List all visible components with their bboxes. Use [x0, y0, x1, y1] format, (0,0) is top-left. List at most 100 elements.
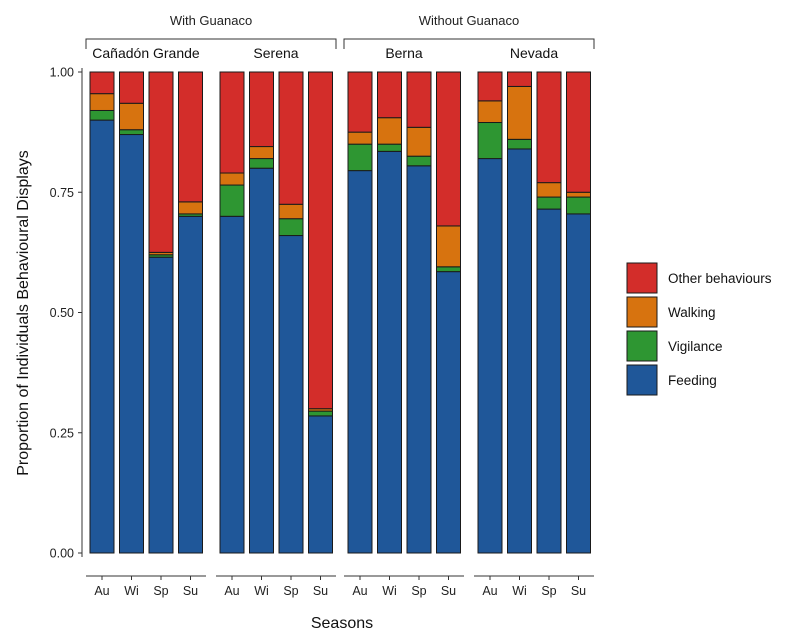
- bar-segment-feeding: [308, 415, 333, 554]
- bar-segment-other-behaviours: [436, 71, 461, 227]
- bars: [89, 71, 591, 554]
- y-axis-title: Proportion of Individuals Behavioural Di…: [15, 150, 32, 476]
- group-bracket: [85, 38, 337, 49]
- legend-swatch: [626, 262, 658, 294]
- bar-segment-other-behaviours: [308, 71, 333, 410]
- bar-segment-other-behaviours: [377, 71, 402, 119]
- panel-label: Serena: [253, 45, 298, 61]
- bar-segment-feeding: [536, 208, 562, 554]
- legend: Other behaviours Walking Vigilance Feeding: [626, 262, 772, 396]
- bar-segment-feeding: [178, 215, 203, 554]
- legend-swatch: [626, 330, 658, 362]
- x-axis: Au Wi Sp Su Au Wi Sp Su Au Wi Sp Su Au Wi Sp Su: [86, 575, 594, 598]
- bar-segment-vigilance: [249, 158, 274, 169]
- legend-label: Feeding: [668, 373, 717, 388]
- y-tick-label: 0.00: [50, 547, 74, 561]
- bar-segment-vigilance: [406, 155, 432, 167]
- bar-segment-other-behaviours: [89, 71, 115, 95]
- bar-segment-vigilance: [308, 410, 333, 417]
- bar-segment-vigilance: [566, 196, 591, 215]
- bar-segment-other-behaviours: [278, 71, 304, 205]
- bar-segment-feeding: [566, 213, 591, 554]
- legend-label: Walking: [668, 305, 716, 320]
- bar-segment-feeding: [406, 165, 432, 554]
- panel-labels: Cañadón Grande Serena Berna Nevada: [92, 45, 558, 61]
- bar-segment-walking: [507, 85, 532, 140]
- legend-swatch: [626, 364, 658, 396]
- x-tick-label: Wi: [382, 584, 397, 598]
- bar-segment-vigilance: [119, 129, 144, 136]
- y-axis: 0.00 0.25 0.50 0.75 1.00: [50, 66, 83, 561]
- group-labels: With Guanaco Without Guanaco: [85, 13, 595, 49]
- bar-segment-vigilance: [507, 138, 532, 150]
- bar-segment-other-behaviours: [406, 71, 432, 128]
- bar-segment-walking: [89, 93, 115, 111]
- bar-segment-other-behaviours: [477, 71, 503, 102]
- bar-segment-feeding: [89, 119, 115, 554]
- x-axis-title: Seasons: [311, 615, 373, 632]
- y-tick-label: 1.00: [50, 66, 74, 80]
- x-tick-label: Wi: [512, 584, 527, 598]
- x-tick-label: Sp: [153, 584, 168, 598]
- group-label: Without Guanaco: [419, 13, 519, 28]
- bar-segment-walking: [219, 172, 245, 186]
- bar-segment-walking: [436, 225, 461, 268]
- bar-segment-walking: [347, 131, 373, 145]
- x-tick-label: Su: [313, 584, 328, 598]
- bar-segment-other-behaviours: [148, 71, 174, 253]
- x-tick-label: Wi: [254, 584, 269, 598]
- x-tick-label: Sp: [283, 584, 298, 598]
- bar-segment-other-behaviours: [178, 71, 203, 203]
- bar-segment-feeding: [219, 215, 245, 554]
- y-tick-label: 0.25: [50, 426, 74, 440]
- x-tick-label: Au: [352, 584, 367, 598]
- bar-segment-walking: [536, 182, 562, 198]
- bar-segment-vigilance: [219, 184, 245, 217]
- bar-segment-walking: [249, 146, 274, 160]
- legend-swatch: [626, 296, 658, 328]
- group-label: With Guanaco: [170, 13, 252, 28]
- x-tick-label: Au: [224, 584, 239, 598]
- bar-segment-feeding: [477, 158, 503, 554]
- bar-segment-other-behaviours: [219, 71, 245, 174]
- x-tick-label: Sp: [541, 584, 556, 598]
- bar-segment-other-behaviours: [536, 71, 562, 184]
- bar-segment-other-behaviours: [249, 71, 274, 148]
- bar-segment-vigilance: [436, 266, 461, 273]
- bar-segment-feeding: [119, 134, 144, 554]
- bar-segment-other-behaviours: [347, 71, 373, 133]
- x-tick-label: Su: [441, 584, 456, 598]
- x-tick-label: Su: [571, 584, 586, 598]
- bar-segment-feeding: [278, 235, 304, 554]
- legend-label: Other behaviours: [668, 271, 772, 286]
- x-tick-label: Au: [94, 584, 109, 598]
- bar-segment-walking: [377, 117, 402, 145]
- x-tick-label: Au: [482, 584, 497, 598]
- bar-segment-walking: [566, 191, 591, 198]
- bar-segment-feeding: [507, 148, 532, 554]
- bar-segment-walking: [178, 201, 203, 215]
- x-tick-label: Sp: [411, 584, 426, 598]
- panel-label: Cañadón Grande: [92, 45, 200, 61]
- bar-segment-vigilance: [477, 122, 503, 160]
- panel-label: Berna: [385, 45, 423, 61]
- bar-segment-other-behaviours: [566, 71, 591, 193]
- panel-label: Nevada: [510, 45, 558, 61]
- y-tick-label: 0.50: [50, 306, 74, 320]
- bar-segment-vigilance: [278, 218, 304, 237]
- bar-segment-other-behaviours: [119, 71, 144, 104]
- bar-segment-feeding: [249, 167, 274, 554]
- group-bracket: [343, 38, 595, 49]
- bar-segment-walking: [477, 100, 503, 124]
- bar-segment-walking: [278, 203, 304, 220]
- legend-label: Vigilance: [668, 339, 723, 354]
- bar-segment-vigilance: [89, 109, 115, 121]
- x-tick-label: Wi: [124, 584, 139, 598]
- bar-segment-feeding: [436, 271, 461, 554]
- bar-segment-vigilance: [536, 196, 562, 210]
- bar-segment-feeding: [377, 150, 402, 554]
- bar-segment-feeding: [347, 170, 373, 554]
- y-tick-label: 0.75: [50, 186, 74, 200]
- bar-segment-other-behaviours: [507, 71, 532, 87]
